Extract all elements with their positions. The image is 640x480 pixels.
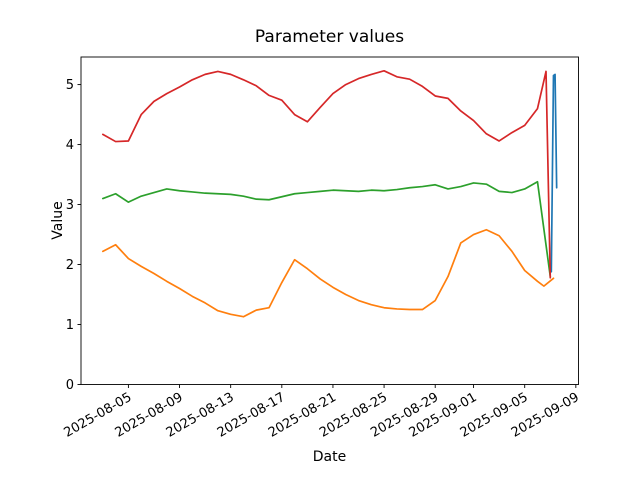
y-axis-label: Value [50,201,66,239]
plot-area: 0123452025-08-052025-08-092025-08-132025… [61,56,582,441]
y-tick-label: 0 [66,378,74,393]
series-line-series-blue [550,73,558,273]
y-tick-label: 1 [66,318,74,333]
x-axis-label: Date [313,449,346,465]
y-tick-label: 5 [66,78,74,93]
chart-title: Parameter values [255,27,404,47]
series-line-series-green [101,180,552,278]
series-line-series-orange [101,228,555,318]
axes-frame [80,56,579,385]
y-tick-label: 4 [66,138,74,153]
y-tick-label: 3 [66,198,74,213]
series-line-series-red [101,69,552,279]
y-tick-label: 2 [66,258,74,273]
